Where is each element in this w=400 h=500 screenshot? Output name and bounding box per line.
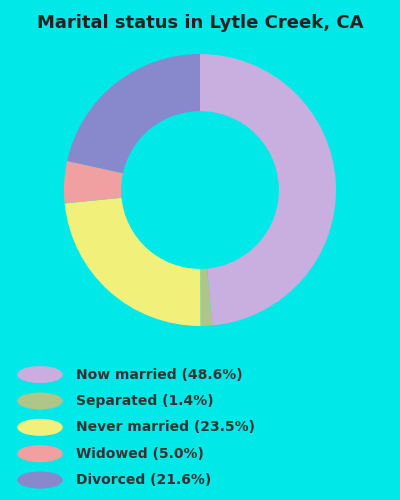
Wedge shape: [64, 161, 123, 204]
Wedge shape: [65, 198, 200, 326]
Circle shape: [18, 393, 62, 409]
Wedge shape: [200, 54, 336, 326]
Text: Now married (48.6%): Now married (48.6%): [76, 368, 243, 382]
Text: Divorced (21.6%): Divorced (21.6%): [76, 473, 211, 487]
Circle shape: [18, 472, 62, 488]
Circle shape: [18, 446, 62, 462]
Text: Separated (1.4%): Separated (1.4%): [76, 394, 214, 408]
Wedge shape: [200, 268, 212, 326]
Wedge shape: [67, 54, 200, 173]
Text: Never married (23.5%): Never married (23.5%): [76, 420, 255, 434]
Text: Marital status in Lytle Creek, CA: Marital status in Lytle Creek, CA: [37, 14, 363, 32]
Circle shape: [18, 367, 62, 382]
Circle shape: [18, 420, 62, 435]
Text: Widowed (5.0%): Widowed (5.0%): [76, 446, 204, 460]
